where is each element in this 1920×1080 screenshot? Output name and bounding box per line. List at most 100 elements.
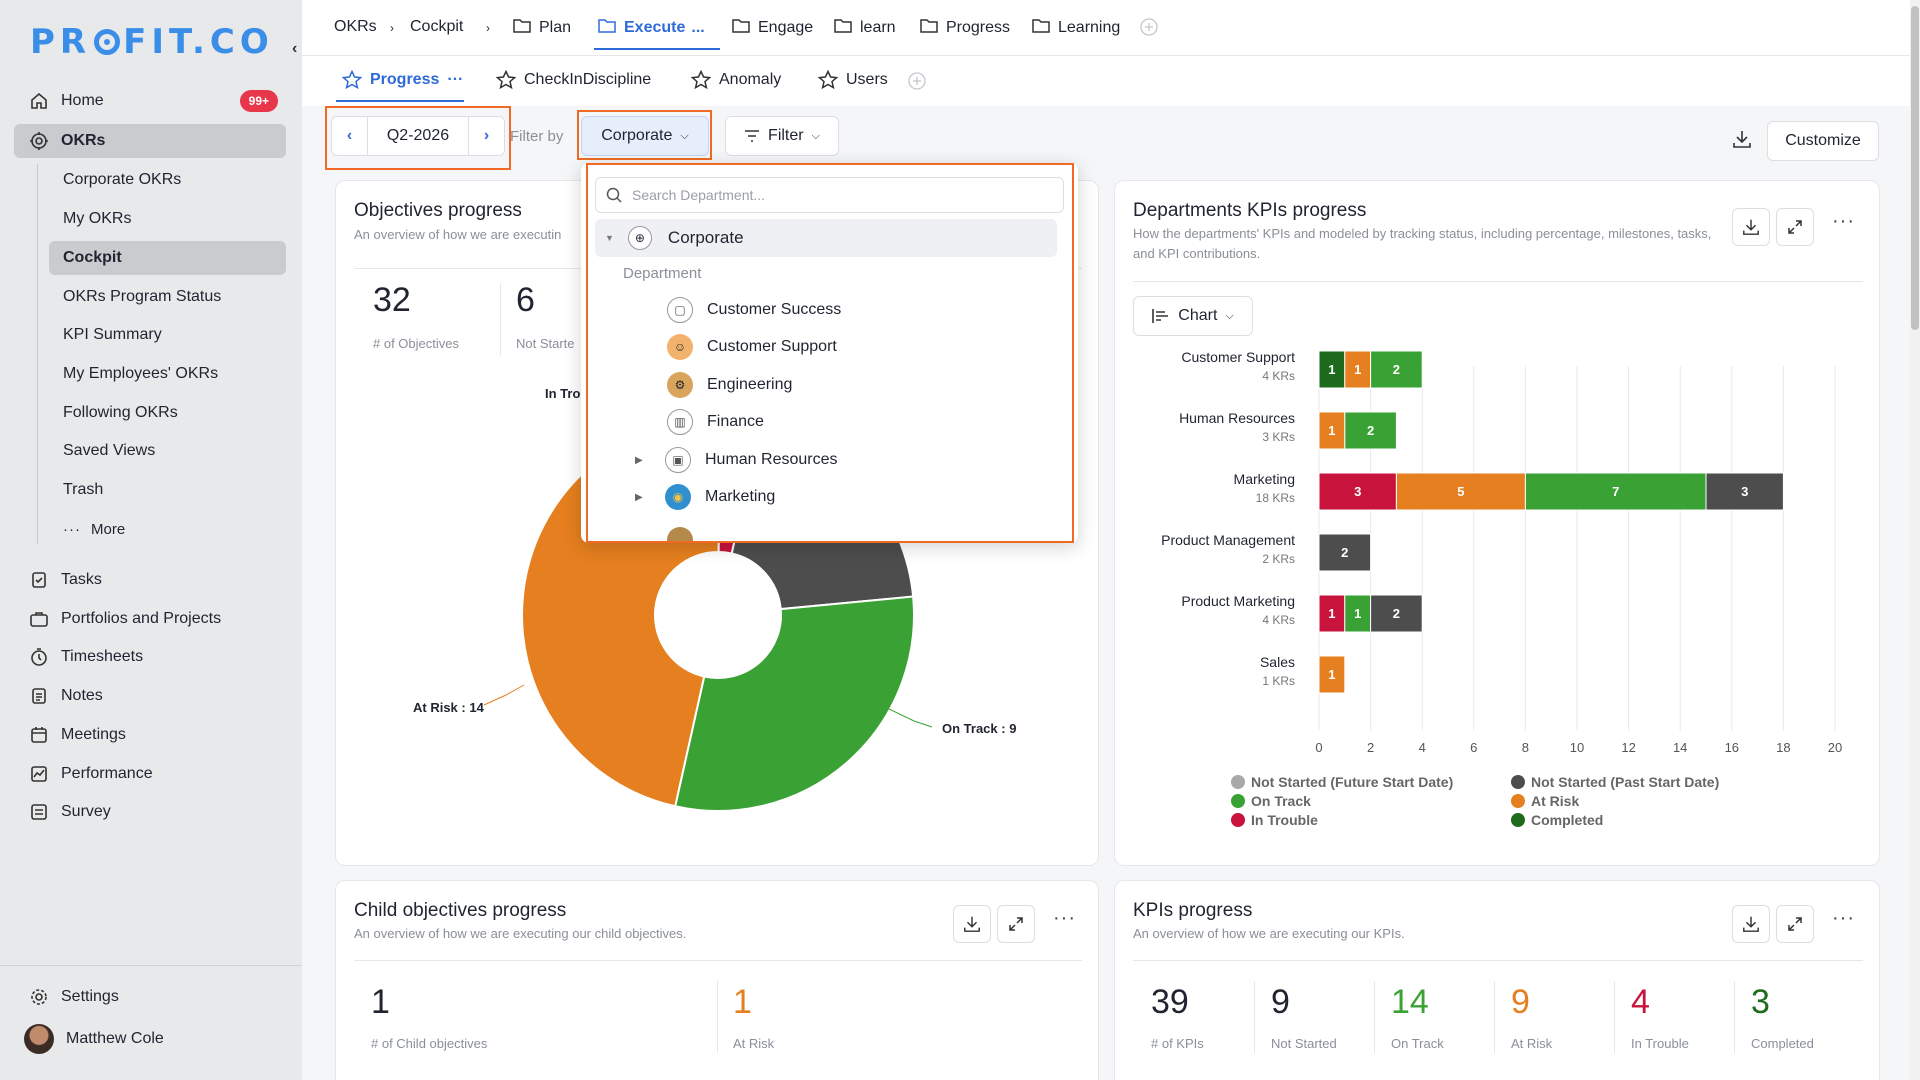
- corporate-highlight-box: [577, 110, 712, 160]
- more-options-icon[interactable]: ···: [1832, 907, 1855, 929]
- dropdown-item-customer-support[interactable]: ☺ Customer Support: [651, 330, 1071, 364]
- support-agent-icon: ☺: [667, 334, 693, 360]
- sidebar-item-meetings[interactable]: Meetings: [14, 718, 286, 752]
- bar-segment-in-trouble[interactable]: [1318, 472, 1397, 511]
- tab-anomaly[interactable]: Anomaly: [691, 70, 781, 90]
- sidebar-item-kpi-summary[interactable]: KPI Summary: [63, 326, 162, 343]
- bar-segment-at-risk[interactable]: [1395, 472, 1526, 511]
- more-options-icon[interactable]: ···: [1053, 907, 1076, 929]
- legend-label[interactable]: Not Started (Past Start Date): [1531, 774, 1719, 790]
- filter-button[interactable]: Filter ⌵: [725, 116, 839, 156]
- user-profile[interactable]: Matthew Cole: [24, 1024, 164, 1054]
- legend-label[interactable]: Completed: [1531, 812, 1603, 828]
- customize-button[interactable]: Customize: [1767, 121, 1879, 161]
- expand-button[interactable]: [1776, 905, 1814, 943]
- download-button[interactable]: [1732, 208, 1770, 246]
- breadcrumb-cockpit[interactable]: Cockpit: [410, 18, 464, 35]
- x-tick-label: 2: [1367, 740, 1374, 755]
- more-icon[interactable]: ···: [447, 71, 464, 88]
- legend-label[interactable]: At Risk: [1531, 793, 1579, 809]
- corporate-select[interactable]: Corporate ⌵: [581, 116, 709, 156]
- dropdown-item-finance[interactable]: ▥ Finance: [651, 405, 1071, 439]
- breadcrumb-progress[interactable]: Progress: [920, 18, 1010, 38]
- sidebar-item-corporate-okrs[interactable]: Corporate OKRs: [63, 171, 182, 188]
- bar-segment-on-track[interactable]: [1524, 472, 1707, 511]
- expand-button[interactable]: [997, 905, 1035, 943]
- more-icon[interactable]: ...: [691, 19, 705, 36]
- tab-progress[interactable]: Progress ···: [342, 70, 463, 90]
- sidebar-item-timesheets[interactable]: Timesheets: [14, 640, 286, 674]
- sidebar-item-label: Performance: [61, 765, 153, 782]
- bar-segment-on-track[interactable]: [1344, 411, 1397, 450]
- collapse-sidebar-icon[interactable]: ‹: [292, 40, 298, 57]
- sidebar-item-my-employees-okrs[interactable]: My Employees' OKRs: [63, 365, 219, 382]
- sidebar-item-saved-views[interactable]: Saved Views: [63, 442, 156, 459]
- add-folder-icon[interactable]: [1140, 18, 1158, 36]
- sidebar-item-home[interactable]: Home 99+: [14, 84, 286, 118]
- profit-co-logo[interactable]: PR FIT.CO: [30, 22, 274, 62]
- sidebar-item-more[interactable]: ··· More: [49, 512, 286, 546]
- sidebar-item-performance[interactable]: Performance: [14, 757, 286, 791]
- dropdown-item-customer-success[interactable]: ▢ Customer Success: [651, 293, 1071, 327]
- sidebar-item-my-okrs[interactable]: My OKRs: [63, 210, 132, 227]
- download-button[interactable]: [953, 905, 991, 943]
- more-options-icon[interactable]: ···: [1832, 210, 1855, 232]
- bar-segment-not-started-past-start-date-[interactable]: [1318, 533, 1372, 572]
- sidebar-item-okrs[interactable]: OKRs: [14, 124, 286, 158]
- period-display[interactable]: Q2-2026: [367, 116, 469, 156]
- sidebar-item-okrs-program-status[interactable]: OKRs Program Status: [63, 288, 222, 305]
- bar-segment-not-started-past-start-date-[interactable]: [1705, 472, 1784, 511]
- caret-right-icon[interactable]: ▶: [635, 491, 643, 503]
- breadcrumb-plan[interactable]: Plan: [513, 18, 571, 38]
- page-scrollbar[interactable]: [1910, 0, 1920, 1080]
- breadcrumb-learn[interactable]: learn: [834, 18, 896, 38]
- x-tick-label: 4: [1419, 740, 1426, 755]
- next-period-button[interactable]: ›: [469, 116, 505, 156]
- bar-segment-in-trouble[interactable]: [1318, 594, 1346, 633]
- scrollbar-thumb[interactable]: [1911, 6, 1919, 330]
- department-search-input[interactable]: [632, 187, 1052, 203]
- sidebar-item-survey[interactable]: Survey: [14, 795, 286, 829]
- caret-right-icon[interactable]: ▶: [635, 454, 643, 466]
- sidebar-item-notes[interactable]: Notes: [14, 679, 286, 713]
- bar-segment-completed[interactable]: [1318, 350, 1346, 389]
- dropdown-item-human-resources[interactable]: ▶ ▣ Human Resources: [635, 443, 1055, 477]
- tab-bar: Progress ··· CheckInDiscipline Anomaly U…: [302, 56, 1910, 106]
- donut-slice-on-track[interactable]: [674, 595, 915, 812]
- sidebar-item-portfolios[interactable]: Portfolios and Projects: [14, 602, 286, 636]
- bar-segment-not-started-past-start-date-[interactable]: [1370, 594, 1423, 633]
- divider: [500, 283, 501, 355]
- expand-button[interactable]: [1776, 208, 1814, 246]
- child-objectives-card: Child objectives progress An overview of…: [335, 880, 1099, 1080]
- bar-segment-on-track[interactable]: [1370, 350, 1423, 389]
- sidebar-item-tasks[interactable]: Tasks: [14, 563, 286, 597]
- breadcrumb-engage[interactable]: Engage: [732, 18, 813, 38]
- add-tab-icon[interactable]: [908, 72, 926, 90]
- legend-label[interactable]: In Trouble: [1251, 812, 1318, 828]
- bar-segment-at-risk[interactable]: [1344, 350, 1372, 389]
- sidebar-item-cockpit[interactable]: Cockpit: [49, 241, 286, 275]
- legend-label[interactable]: Not Started (Future Start Date): [1251, 774, 1453, 790]
- breadcrumb-learning[interactable]: Learning: [1032, 18, 1120, 38]
- dropdown-item-engineering[interactable]: ⚙ Engineering: [651, 368, 1071, 402]
- bar-segment-at-risk[interactable]: [1318, 411, 1346, 450]
- dropdown-item-label: Customer Support: [707, 338, 837, 355]
- download-button[interactable]: [1732, 905, 1770, 943]
- sidebar-item-trash[interactable]: Trash: [63, 481, 104, 498]
- tab-users[interactable]: Users: [818, 70, 888, 90]
- bar-segment-on-track[interactable]: [1344, 594, 1372, 633]
- previous-period-button[interactable]: ‹: [331, 116, 367, 156]
- dropdown-item-marketing[interactable]: ▶ ◉ Marketing: [635, 480, 1055, 514]
- breadcrumb-execute[interactable]: Execute ...: [598, 18, 705, 38]
- legend-label[interactable]: On Track: [1251, 793, 1311, 809]
- download-icon[interactable]: [1732, 129, 1752, 154]
- tab-checkindiscipline[interactable]: CheckInDiscipline: [496, 70, 651, 90]
- sidebar-item-following-okrs[interactable]: Following OKRs: [63, 404, 178, 421]
- sidebar-item-settings[interactable]: Settings: [14, 980, 286, 1014]
- bar-data-label: 1: [1354, 606, 1361, 621]
- x-tick-label: 20: [1828, 740, 1842, 755]
- breadcrumb-okrs[interactable]: OKRs: [334, 18, 377, 35]
- dropdown-item-corporate[interactable]: ▼ ⊕ Corporate: [595, 219, 1057, 257]
- chart-type-button[interactable]: Chart ⌵: [1133, 296, 1253, 336]
- bar-segment-at-risk[interactable]: [1318, 655, 1346, 694]
